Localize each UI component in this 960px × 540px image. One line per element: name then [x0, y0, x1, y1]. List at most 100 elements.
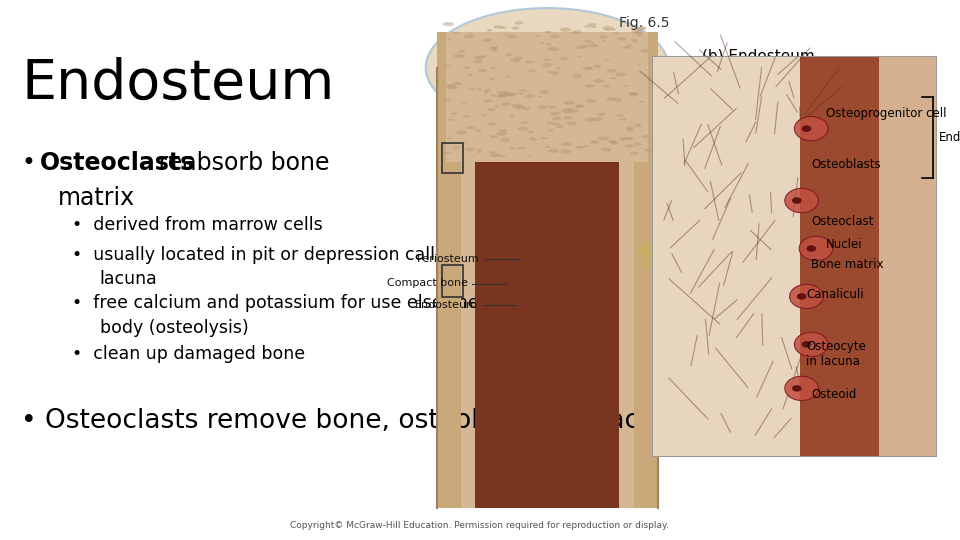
Ellipse shape: [624, 85, 629, 87]
Bar: [446, 32, 648, 162]
Ellipse shape: [527, 131, 535, 133]
Ellipse shape: [464, 35, 474, 38]
Ellipse shape: [512, 26, 519, 30]
Ellipse shape: [528, 70, 537, 72]
Ellipse shape: [473, 56, 484, 59]
Ellipse shape: [548, 47, 560, 51]
Ellipse shape: [566, 122, 577, 125]
Ellipse shape: [516, 106, 526, 110]
Ellipse shape: [606, 29, 611, 31]
Ellipse shape: [624, 144, 635, 148]
Ellipse shape: [635, 31, 643, 35]
Ellipse shape: [552, 123, 560, 125]
Ellipse shape: [550, 35, 561, 38]
Bar: [442, 143, 463, 173]
Ellipse shape: [500, 102, 511, 106]
Text: Fig. 6.5: Fig. 6.5: [619, 16, 670, 30]
Ellipse shape: [447, 85, 457, 89]
Ellipse shape: [634, 92, 637, 94]
Ellipse shape: [585, 117, 595, 122]
Ellipse shape: [476, 148, 481, 150]
Ellipse shape: [623, 46, 631, 49]
Ellipse shape: [617, 37, 626, 40]
Ellipse shape: [588, 23, 596, 26]
Text: Periosteum: Periosteum: [418, 254, 480, 264]
Bar: [800, 57, 879, 456]
Text: matrix: matrix: [58, 186, 134, 210]
Ellipse shape: [564, 116, 573, 119]
Text: Osteoprogenitor cell: Osteoprogenitor cell: [826, 107, 947, 120]
Ellipse shape: [585, 84, 594, 87]
Ellipse shape: [548, 148, 559, 153]
Ellipse shape: [511, 58, 520, 63]
Ellipse shape: [465, 148, 474, 151]
Ellipse shape: [608, 140, 616, 143]
Ellipse shape: [588, 67, 592, 69]
Ellipse shape: [528, 156, 533, 157]
Ellipse shape: [490, 135, 498, 138]
Ellipse shape: [549, 112, 559, 116]
Ellipse shape: [505, 53, 513, 56]
Ellipse shape: [453, 54, 465, 58]
Ellipse shape: [484, 99, 492, 103]
Bar: [653, 57, 936, 456]
Ellipse shape: [451, 112, 458, 115]
Ellipse shape: [597, 136, 609, 140]
Ellipse shape: [631, 39, 638, 42]
Ellipse shape: [567, 109, 579, 113]
Ellipse shape: [488, 123, 496, 125]
Ellipse shape: [634, 143, 641, 146]
Ellipse shape: [497, 91, 509, 95]
Ellipse shape: [493, 105, 499, 107]
Ellipse shape: [588, 42, 594, 44]
Ellipse shape: [556, 125, 564, 128]
Bar: [475, 162, 619, 508]
Ellipse shape: [540, 137, 548, 139]
Ellipse shape: [802, 125, 811, 132]
Ellipse shape: [800, 237, 833, 261]
Text: Osteoid: Osteoid: [811, 388, 856, 401]
Text: •  derived from marrow cells: • derived from marrow cells: [72, 216, 323, 234]
Ellipse shape: [640, 49, 650, 52]
Ellipse shape: [785, 376, 818, 401]
Ellipse shape: [593, 79, 604, 83]
Ellipse shape: [631, 30, 642, 34]
Ellipse shape: [792, 385, 802, 392]
Text: resorption: resorption: [503, 246, 606, 264]
Ellipse shape: [489, 78, 494, 80]
Ellipse shape: [509, 115, 515, 117]
Ellipse shape: [592, 117, 603, 121]
Ellipse shape: [626, 126, 634, 129]
Ellipse shape: [544, 146, 550, 148]
Ellipse shape: [492, 50, 498, 52]
Text: Osteocyte
in lacuna: Osteocyte in lacuna: [806, 340, 866, 368]
Ellipse shape: [500, 138, 511, 141]
Ellipse shape: [445, 65, 451, 66]
Ellipse shape: [520, 146, 526, 149]
Ellipse shape: [490, 153, 500, 157]
Text: reabsorb bone: reabsorb bone: [151, 151, 329, 175]
Ellipse shape: [456, 131, 467, 134]
Ellipse shape: [562, 109, 573, 113]
Ellipse shape: [453, 32, 459, 34]
Ellipse shape: [560, 57, 568, 60]
Ellipse shape: [626, 45, 632, 46]
Ellipse shape: [630, 152, 638, 155]
Ellipse shape: [496, 132, 507, 136]
Ellipse shape: [580, 45, 588, 48]
Ellipse shape: [481, 114, 488, 116]
Ellipse shape: [550, 71, 559, 75]
Ellipse shape: [498, 154, 506, 158]
Ellipse shape: [629, 92, 637, 95]
Ellipse shape: [537, 96, 542, 98]
Ellipse shape: [561, 149, 572, 153]
Ellipse shape: [795, 332, 828, 356]
Ellipse shape: [491, 66, 495, 69]
Bar: [437, 32, 461, 508]
Ellipse shape: [515, 21, 523, 25]
Ellipse shape: [802, 341, 811, 348]
Ellipse shape: [538, 105, 548, 109]
Ellipse shape: [585, 25, 590, 28]
Ellipse shape: [585, 145, 590, 147]
Ellipse shape: [602, 40, 607, 42]
